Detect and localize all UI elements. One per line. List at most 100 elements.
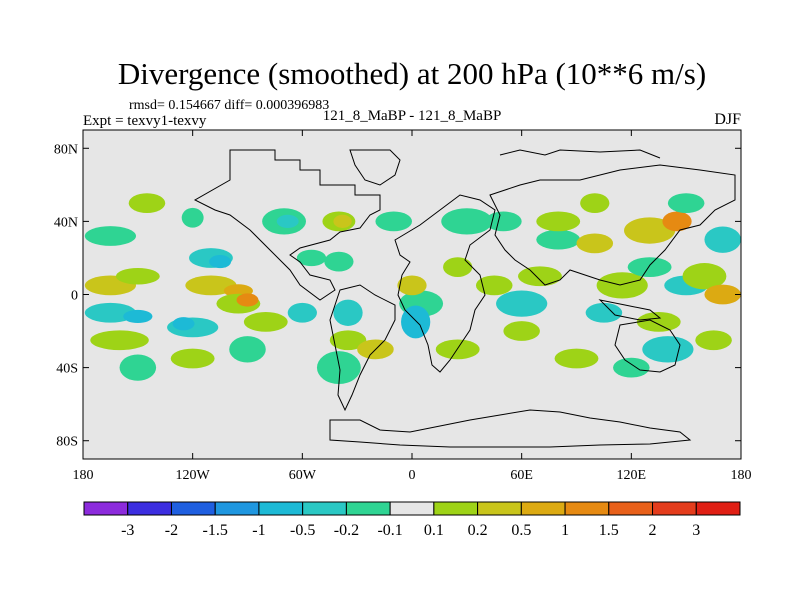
chart-title: Divergence (smoothed) at 200 hPa (10**6 … (118, 56, 706, 91)
y-axis: 80N 40N 0 40S 80S (54, 142, 741, 450)
contour-fields (84, 193, 741, 385)
contour-blob-38 (485, 211, 522, 232)
colorbar-swatch (608, 501, 654, 516)
colorbar-swatch (652, 501, 697, 516)
contour-blob-61 (704, 226, 741, 253)
x-tick-label: 180 (731, 468, 752, 483)
contour-blob-23 (287, 302, 317, 323)
colorbar-swatch (214, 501, 260, 516)
contour-blob-44 (536, 211, 581, 232)
contour-blob-31 (316, 351, 361, 385)
y-tick-label: 0 (71, 289, 78, 304)
contour-blob-16 (84, 302, 137, 323)
colorbar-label: -3 (121, 522, 134, 539)
y-tick-label: 40S (56, 362, 78, 377)
colorbar-label: -2 (165, 522, 178, 539)
contour-blob-0 (84, 226, 137, 246)
x-axis: 180 120W 60W 0 60E 120E 180 (73, 130, 752, 483)
colorbar-swatch (389, 501, 435, 516)
contour-blob-36 (443, 257, 473, 277)
contour-blob-45 (580, 193, 610, 213)
contour-blob-41 (518, 266, 562, 287)
colorbar-label: 0.1 (424, 522, 444, 539)
x-tick-label: 180 (73, 468, 94, 483)
stats-text: rmsd= 0.154667 diff= 0.000396983 (129, 98, 329, 113)
contour-blob-40 (496, 290, 548, 317)
contour-blob-49 (624, 217, 676, 244)
contour-blob-21 (236, 293, 259, 307)
colorbar-label: 0.2 (468, 522, 488, 539)
colorbar-swatch (258, 501, 304, 516)
colorbar-swatch (564, 501, 610, 516)
colorbar-label: -0.5 (290, 522, 315, 539)
contour-blob-58 (554, 348, 599, 369)
colorbar-label: -1 (252, 522, 265, 539)
x-tick-label: 60E (510, 468, 533, 483)
contour-blob-50 (662, 211, 692, 232)
contour-blob-25 (170, 348, 215, 369)
contour-blob-37 (441, 208, 493, 235)
contour-blob-54 (704, 284, 741, 305)
y-tick-label: 80S (56, 435, 78, 450)
contour-blob-3 (209, 255, 232, 269)
contour-blob-13 (115, 267, 160, 285)
contour-blob-19 (172, 317, 195, 331)
contour-blob-34 (397, 275, 427, 296)
contour-blob-53 (682, 263, 727, 290)
contour-blob-42 (503, 321, 540, 341)
contour-blob-10 (296, 249, 327, 267)
coastlines (193, 149, 736, 448)
colorbar-swatch (477, 501, 522, 516)
season-text: DJF (714, 111, 741, 128)
expt-text: Expt = texvy1-texvy (83, 113, 207, 129)
colorbar-swatch (83, 501, 129, 516)
contour-blob-22 (243, 312, 288, 332)
contour-blob-4 (181, 207, 204, 228)
contour-blob-55 (636, 312, 681, 332)
x-tick-label: 120E (617, 468, 647, 483)
y-tick-label: 40N (54, 215, 78, 230)
contour-blob-46 (576, 233, 614, 254)
colorbar-label: 1 (561, 522, 569, 539)
contour-blob-14 (185, 275, 237, 296)
colorbar-swatch (695, 501, 741, 516)
contour-blob-9 (375, 211, 412, 232)
contour-blob-43 (536, 229, 581, 250)
contour-blob-28 (333, 299, 363, 326)
colorbar-swatch (433, 501, 479, 516)
contour-blob-24 (90, 330, 149, 351)
contour-blob-17 (123, 309, 153, 324)
y-tick-label: 80N (54, 142, 78, 157)
x-tick-label: 60W (289, 468, 317, 483)
contour-blob-47 (596, 272, 648, 299)
contour-blob-51 (627, 257, 672, 277)
colorbar-label: -1.5 (203, 522, 228, 539)
colorbar-label: 1.5 (599, 522, 619, 539)
colorbar-swatch (127, 501, 172, 516)
contour-blob-48 (585, 302, 623, 323)
contour-blob-57 (695, 330, 732, 351)
x-tick-label: 120W (176, 468, 211, 483)
colorbar-swatch (520, 501, 566, 516)
colorbar-swatch (345, 501, 391, 516)
contour-blob-60 (667, 193, 705, 213)
colorbar-label: 3 (692, 522, 700, 539)
contour-blob-39 (475, 275, 513, 296)
colorbar-label: -0.2 (334, 522, 359, 539)
contour-blob-59 (613, 357, 650, 378)
subtitle-text: 121_8_MaBP - 121_8_MaBP (323, 108, 502, 124)
contour-blob-1 (128, 193, 166, 213)
colorbar-swatch (170, 501, 216, 516)
colorbar-label: -0.1 (377, 522, 402, 539)
contour-blob-27 (119, 354, 157, 381)
colorbar-label: 0.5 (511, 522, 531, 539)
contour-blob-56 (642, 336, 694, 363)
colorbar-label: 2 (649, 522, 657, 539)
colorbar: -3 -2 -1.5 -1 -0.5 -0.2 -0.1 0.1 0.2 0.5 1 1.5 2 3 (83, 501, 741, 539)
contour-blob-11 (324, 251, 354, 272)
contour-blob-29 (329, 330, 367, 351)
colorbar-swatch (302, 501, 347, 516)
contour-blob-8 (333, 214, 352, 228)
x-tick-label: 0 (409, 468, 416, 483)
